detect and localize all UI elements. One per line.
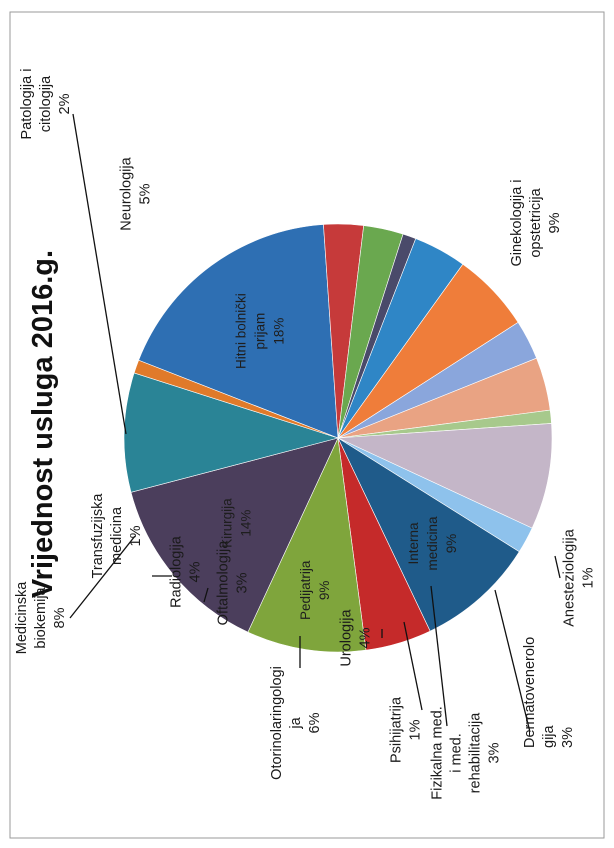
slice-percent: 3% (235, 572, 251, 593)
slice-label-urologija: Urologija 4% (339, 608, 374, 666)
slice-name-line: Urologija (339, 608, 355, 666)
slice-label-hitni-bolnicki-prijam: Hitni bolnički prijam 18% (233, 293, 286, 369)
slice-percent: 14% (239, 510, 254, 537)
slice-label-medicinska-biokemija: Medicinska biokemija 8% (14, 581, 68, 654)
pie-slice-kirurgija (130, 437, 339, 633)
pie-slice-anesteziologija (133, 359, 339, 439)
slice-label-otorinolaringologija: Otorinolaringologi ja 6% (269, 666, 323, 780)
leader-line-medicinska-biokemija (69, 535, 136, 619)
slice-name-line: ja (288, 716, 304, 729)
slice-label-anesteziologija: Anesteziologija 1% (562, 528, 597, 626)
pie-slice-hitni-bolnicki-prijam (138, 224, 339, 439)
leader-line-patologija-i-citologija (72, 113, 127, 435)
slice-name-line: Hitni bolnički (233, 293, 248, 369)
slice-label-neurologija: Neurologija 5% (119, 156, 154, 230)
slice-name-line: i med. (449, 733, 465, 773)
slice-name-line: Pedijatrija (298, 560, 313, 620)
slice-name-line: medicina (425, 516, 440, 571)
slice-percent: 2% (57, 93, 73, 114)
slice-label-pedijatrija: Pedijatrija 9% (298, 560, 332, 620)
slice-label-fizikalna-med-i-med-rehabilitacija: Fizikalna med. i med. rehabilitacija 3% (430, 706, 503, 799)
slice-name-line: prijam (252, 313, 267, 350)
pie-slice-medicinska-biokemija (337, 423, 553, 529)
slice-name-line: Dermatovenerolo (522, 637, 538, 748)
pie-slice-interna-medicina (337, 437, 520, 632)
slice-percent: 5% (138, 183, 154, 204)
slice-percent: 9% (444, 534, 459, 554)
slice-percent: 18% (271, 318, 286, 345)
leader-lines (69, 113, 561, 733)
slice-label-ginekologija-i-opstetricija: Ginekologija i opstetricija 9% (509, 179, 563, 266)
leader-line-anesteziologija (554, 555, 561, 579)
pie-slice-pedijatrija (247, 436, 367, 653)
slice-label-transfuzijska-medicina: Transfuzijska medicina 1% (90, 493, 144, 579)
leader-line-radiologija (203, 587, 209, 603)
slice-percent: 1% (128, 525, 144, 546)
slice-percent: 8% (52, 607, 68, 628)
slice-label-psihijatrija: Psihijatrija 1% (389, 696, 424, 763)
slice-name-line: rehabilitacija (468, 712, 484, 794)
slice-name-line: Interna (406, 522, 421, 565)
slice-percent: 3% (560, 727, 576, 748)
slice-label-oftalmologija: Oftalmologija 3% (216, 540, 251, 626)
slice-label-dermatovenerologija: Dermatovenerolo gija 3% (522, 637, 576, 748)
slice-name-line: Fizikalna med. (430, 706, 446, 799)
slice-name-line: Oftalmologija (216, 540, 232, 626)
slice-percent: 9% (547, 212, 563, 233)
slice-percent: 1% (581, 567, 597, 588)
leader-line-psihijatrija (403, 621, 423, 711)
slice-name-line: biokemija (33, 586, 49, 648)
slice-percent: 6% (307, 712, 323, 733)
slice-name-line: Neurologija (119, 156, 135, 230)
slice-name-line: Otorinolaringologi (269, 666, 285, 780)
slice-percent: 1% (408, 719, 424, 740)
slice-name-line: medicina (109, 506, 125, 565)
pie-slices (123, 223, 553, 653)
chart-title: Vrijednost usluga 2016.g. (27, 250, 59, 598)
slice-labels: Hitni bolnički prijam 18% Dermatovenerolo gi… (14, 69, 597, 800)
slice-name-line: opstetricija (528, 187, 544, 257)
slice-label-interna-medicina: Interna medicina 9% (406, 516, 459, 571)
slice-name-line: Psihijatrija (389, 696, 405, 763)
leader-line-dermatovenerologija (494, 589, 531, 733)
slice-percent: 3% (487, 742, 503, 763)
slice-name-line: citologija (38, 75, 54, 132)
leader-line-fizikalna-med-i-med-rehabilitacija (430, 585, 448, 727)
slice-percent: 4% (358, 627, 374, 648)
slice-name-line: Kirurgija (220, 498, 235, 548)
slice-label-patologija-i-citologija: Patologija i citologija 2% (19, 69, 73, 140)
slice-name-line: gija (541, 724, 557, 748)
slice-percent: 4% (188, 561, 204, 582)
chart-rotated-group: Vrijednost usluga 2016.g. Hitni bolnički… (14, 69, 597, 800)
slice-label-kirurgija: Kirurgija 14% (220, 498, 254, 548)
slice-percent: 9% (317, 581, 332, 601)
slice-name-line: Transfuzijska (90, 493, 106, 579)
slice-label-radiologija: Radiologija 4% (169, 535, 204, 608)
slice-name-line: Anesteziologija (562, 528, 578, 626)
pie-slice-ginekologija-i-opstetricija (123, 372, 340, 493)
slice-name-line: Medicinska (14, 581, 30, 654)
slice-name-line: Patologija i (19, 69, 35, 140)
slice-name-line: Ginekologija i (509, 179, 525, 266)
slice-name-line: Radiologija (169, 535, 185, 608)
